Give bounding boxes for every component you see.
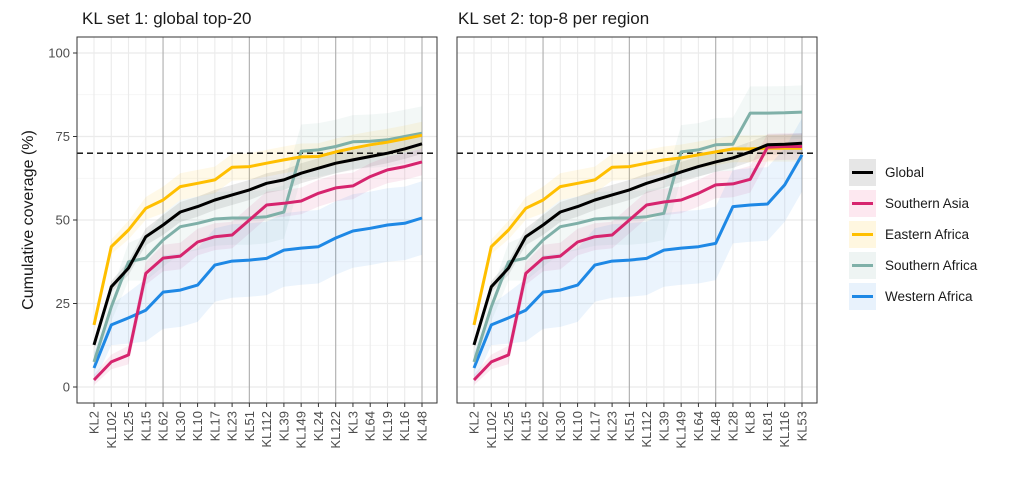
x-tick-label: KL17 (207, 411, 222, 441)
legend-item: Global (849, 159, 924, 186)
x-tick-label: KL28 (725, 411, 740, 441)
x-tick-label: KL51 (242, 411, 257, 441)
y-tick-label: 0 (63, 380, 70, 395)
series-line-eastern-africa (472, 146, 802, 326)
y-tick-label: 75 (56, 129, 70, 144)
y-tick-label: 25 (56, 296, 70, 311)
legend-label: Southern Asia (885, 196, 970, 211)
series-line-southern-africa (472, 110, 803, 363)
x-tick-label: KL116 (777, 411, 792, 448)
x-tick-label: KL102 (484, 411, 499, 449)
x-tick-label: KL62 (536, 411, 551, 441)
x-tick-label: KL17 (587, 411, 602, 441)
x-tick-label: KL64 (363, 411, 378, 441)
panel-title: KL set 2: top-8 per region (458, 9, 649, 28)
x-tick-label: KL51 (622, 411, 637, 441)
x-tick-label: KL149 (294, 411, 309, 449)
x-tick-label: KL15 (138, 411, 153, 441)
confidence-band-eastern-africa (474, 134, 802, 331)
y-tick-label: 50 (56, 213, 70, 228)
x-tick-label: KL122 (328, 411, 343, 449)
legend-label: Western Africa (885, 289, 973, 304)
legend-item: Western Africa (849, 283, 973, 310)
x-tick-label: KL149 (674, 411, 689, 449)
x-tick-label: KL8 (743, 411, 758, 434)
x-tick-label: KL25 (121, 411, 136, 441)
series-line-southern-asia (472, 145, 802, 382)
confidence-band-southern-africa (94, 106, 422, 373)
x-tick-label: KL81 (760, 411, 775, 441)
x-tick-label: KL23 (605, 411, 620, 441)
panel-title: KL set 1: global top-20 (82, 9, 252, 28)
series-line-global (92, 142, 423, 346)
x-tick-label: KL2 (87, 411, 102, 434)
series-line-eastern-africa (92, 133, 423, 326)
x-tick-label: KL16 (397, 411, 412, 441)
y-tick-label: 100 (48, 46, 70, 61)
confidence-band-southern-africa (474, 85, 802, 373)
legend-item: Southern Africa (849, 252, 978, 279)
x-tick-label: KL112 (639, 411, 654, 448)
x-tick-label: KL15 (518, 411, 533, 441)
series-line-global (472, 141, 803, 346)
x-tick-label: KL19 (380, 411, 395, 441)
series-line-southern-africa (92, 131, 423, 363)
legend-label: Global (885, 165, 924, 180)
legend-label: Southern Africa (885, 258, 978, 273)
panel-border (456, 36, 818, 404)
series-line-southern-asia (92, 160, 423, 382)
x-tick-label: KL39 (656, 411, 671, 441)
confidence-band-western-africa (474, 118, 802, 383)
x-tick-label: KL30 (173, 411, 188, 441)
legend-label: Eastern Africa (885, 227, 970, 242)
x-tick-label: KL64 (691, 411, 706, 441)
legend-item: Eastern Africa (849, 221, 970, 248)
x-tick-label: KL39 (276, 411, 291, 441)
x-tick-label: KL25 (501, 411, 516, 441)
legend: Global Southern Asia Eastern Africa Souther… (849, 159, 978, 310)
x-tick-label: KL112 (259, 411, 274, 448)
confidence-band-global (474, 133, 802, 349)
series-line-western-africa (472, 154, 804, 369)
confidence-band-global (94, 133, 422, 349)
x-tick-label: KL10 (570, 411, 585, 441)
confidence-band-western-africa (94, 181, 422, 383)
legend-item: Southern Asia (849, 190, 970, 217)
x-tick-label: KL3 (345, 411, 360, 434)
x-tick-label: KL53 (795, 411, 810, 441)
y-axis-label: Cumulative coverage (%) (20, 130, 37, 310)
x-tick-label: KL24 (311, 411, 326, 441)
x-tick-label: KL2 (467, 411, 482, 434)
x-tick-label: KL23 (225, 411, 240, 441)
x-tick-label: KL48 (415, 411, 430, 441)
x-tick-label: KL48 (708, 411, 723, 441)
confidence-band-southern-asia (474, 133, 802, 386)
x-tick-label: KL102 (104, 411, 119, 449)
x-tick-label: KL62 (156, 411, 171, 441)
x-tick-label: KL10 (190, 411, 205, 441)
series-line-western-africa (92, 216, 423, 369)
confidence-band-southern-asia (94, 148, 422, 386)
x-tick-label: KL30 (553, 411, 568, 441)
